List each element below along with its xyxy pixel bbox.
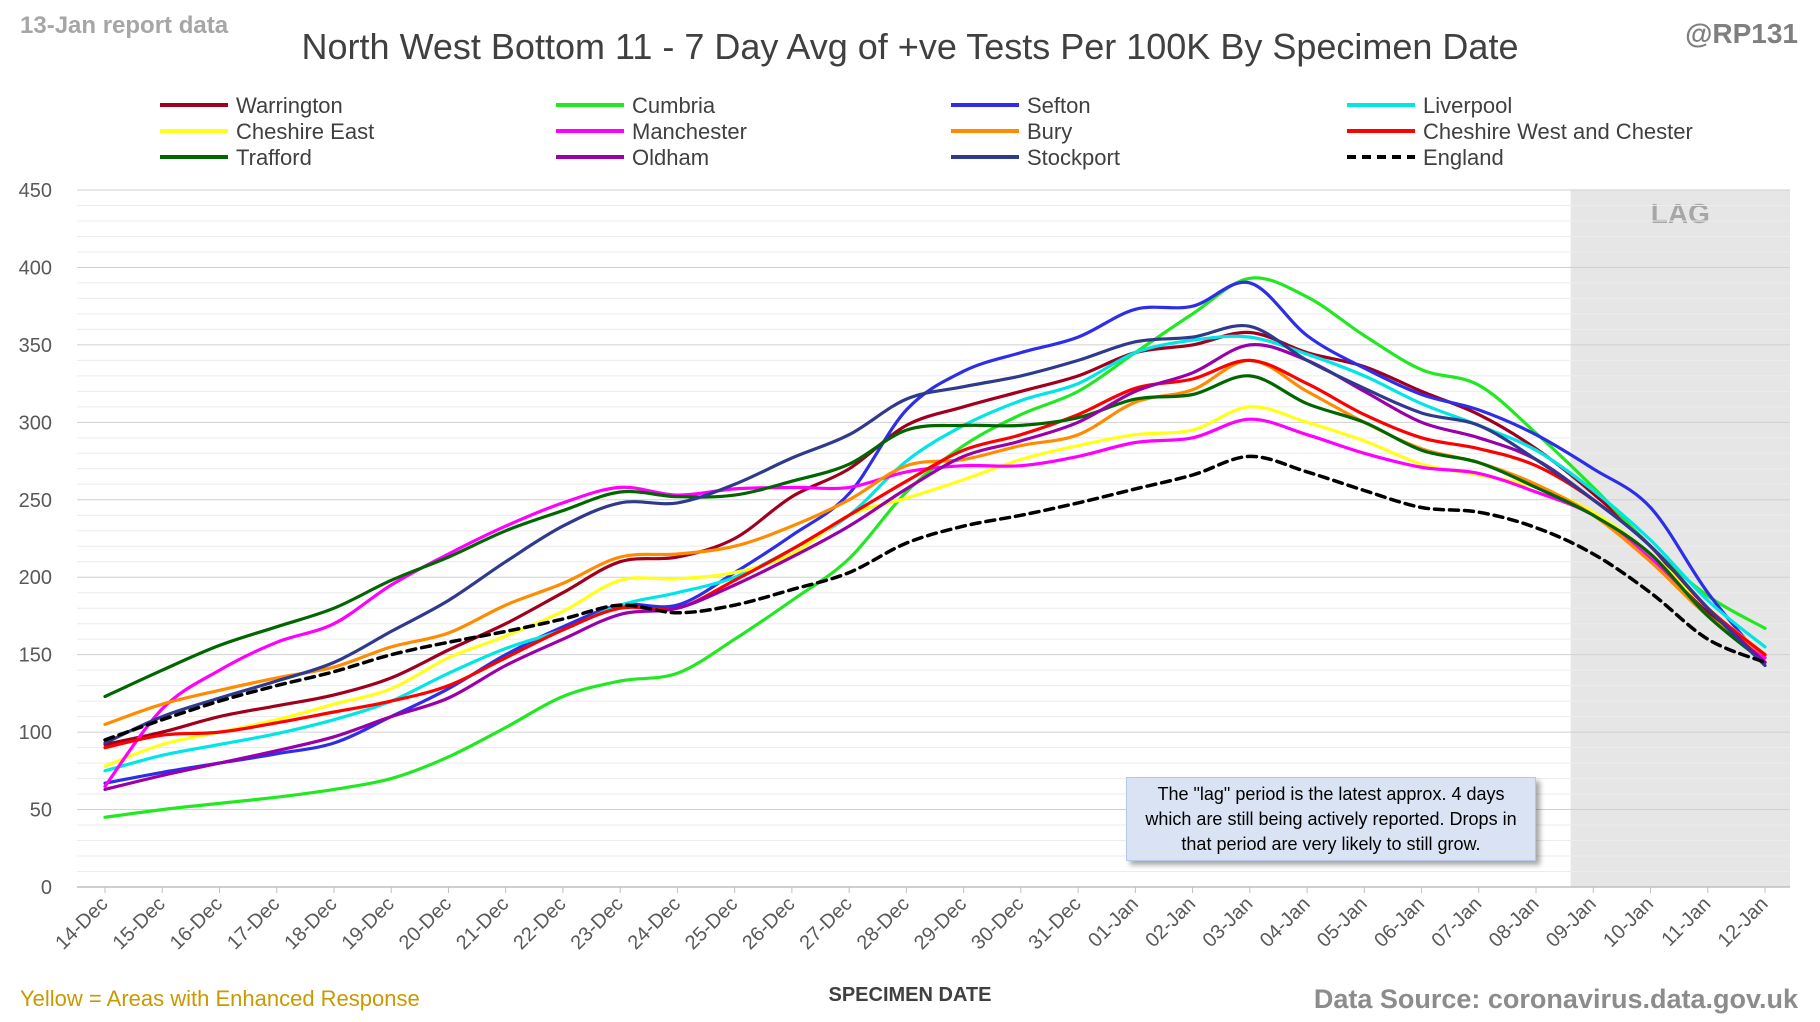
legend-label-trafford: Trafford <box>236 145 312 170</box>
x-tick-label: 10-Jan <box>1599 893 1658 952</box>
legend-label-stockport: Stockport <box>1027 145 1120 170</box>
y-tick-label: 50 <box>30 800 52 822</box>
y-tick-label: 350 <box>19 335 52 357</box>
x-tick-label: 23-Dec <box>567 893 628 954</box>
x-tick-label: 09-Jan <box>1542 893 1601 952</box>
x-axis-title: SPECIMEN DATE <box>828 984 992 1006</box>
x-tick-label: 06-Jan <box>1370 893 1429 952</box>
x-tick-label: 20-Dec <box>395 893 456 954</box>
x-tick-label: 25-Dec <box>681 893 742 954</box>
x-tick-label: 17-Dec <box>223 893 284 954</box>
x-tick-label: 28-Dec <box>853 893 914 954</box>
series-line-warrington <box>103 330 1767 747</box>
x-tick-label: 05-Jan <box>1313 893 1372 952</box>
legend-label-cheshire-west-and-chester: Cheshire West and Chester <box>1423 119 1693 144</box>
lag-note: The "lag" period is the latest approx. 4… <box>1126 777 1536 861</box>
x-tick-label: 31-Dec <box>1024 893 1085 954</box>
x-tick-label: 22-Dec <box>509 893 570 954</box>
x-tick-label: 11-Jan <box>1658 893 1716 951</box>
legend-label-cheshire-east: Cheshire East <box>236 119 374 144</box>
x-tick-label: 02-Jan <box>1141 893 1200 952</box>
lag-region <box>1570 190 1790 887</box>
x-tick-label: 21-Dec <box>452 893 513 954</box>
legend-label-warrington: Warrington <box>236 93 343 118</box>
legend-label-oldham: Oldham <box>632 145 709 170</box>
x-tick-label: 29-Dec <box>910 893 971 954</box>
x-tick-label: 24-Dec <box>624 893 685 954</box>
x-tick-label: 14-Dec <box>51 893 112 954</box>
x-tick-label: 04-Jan <box>1256 893 1315 952</box>
enhanced-response-note: Yellow = Areas with Enhanced Response <box>20 986 420 1011</box>
legend-label-manchester: Manchester <box>632 119 747 144</box>
y-tick-label: 400 <box>19 257 52 279</box>
y-tick-label: 100 <box>19 722 52 744</box>
y-tick-label: 250 <box>19 490 52 512</box>
x-tick-label: 01-Jan <box>1084 893 1143 952</box>
series-line-trafford <box>103 374 1767 699</box>
y-tick-label: 450 <box>19 180 52 202</box>
x-tick-label: 16-Dec <box>166 893 227 954</box>
x-tick-label: 30-Dec <box>967 893 1028 954</box>
y-tick-label: 200 <box>19 567 52 589</box>
x-tick-label: 07-Jan <box>1428 893 1487 952</box>
x-tick-label: 08-Jan <box>1485 893 1544 952</box>
x-tick-label: 18-Dec <box>280 893 341 954</box>
legend-label-sefton: Sefton <box>1027 93 1091 118</box>
legend-label-bury: Bury <box>1027 119 1072 144</box>
legend-label-cumbria: Cumbria <box>632 93 716 118</box>
author-handle: @RP131 <box>1685 18 1798 49</box>
x-tick-label: 03-Jan <box>1199 893 1258 952</box>
x-tick-label: 15-Dec <box>109 893 170 954</box>
x-tick-label: 27-Dec <box>796 893 857 954</box>
x-tick-label: 19-Dec <box>338 893 399 954</box>
legend-label-england: England <box>1423 145 1504 170</box>
x-tick-label: 26-Dec <box>738 893 799 954</box>
series-line-england <box>103 454 1767 742</box>
report-date-label: 13-Jan report data <box>20 12 229 39</box>
series-line-liverpool <box>103 334 1767 773</box>
y-tick-label: 0 <box>41 877 52 899</box>
series-line-stockport <box>103 323 1767 745</box>
y-tick-label: 300 <box>19 412 52 434</box>
series-line-oldham <box>103 343 1767 791</box>
chart-title: North West Bottom 11 - 7 Day Avg of +ve … <box>301 26 1519 67</box>
data-source: Data Source: coronavirus.data.gov.uk <box>1313 984 1798 1014</box>
y-tick-label: 150 <box>19 645 52 667</box>
x-tick-label: 12-Jan <box>1714 893 1773 952</box>
series-line-cheshire-west-and-chester <box>103 358 1767 750</box>
lag-label: LAG <box>1651 198 1710 229</box>
legend-label-liverpool: Liverpool <box>1423 93 1512 118</box>
